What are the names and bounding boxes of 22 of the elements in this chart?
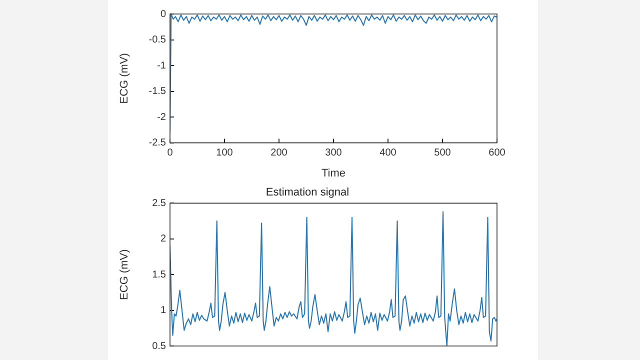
x-tick-label: 500	[434, 148, 452, 159]
y-tick-label: -2	[157, 112, 166, 123]
chart-title: Estimation signal	[266, 186, 350, 199]
x-tick-label: 400	[380, 148, 397, 159]
y-tick-label: 2.5	[152, 198, 166, 209]
x-tick-label: 600	[488, 148, 506, 159]
y-axis-title: ECG (mV)	[118, 249, 131, 300]
y-tick-label: 0	[160, 8, 166, 20]
y-tick-label: -1.5	[148, 86, 166, 98]
y-tick-label: 1.5	[152, 269, 166, 280]
x-tick-label: 300	[325, 148, 342, 159]
y-tick-label: -1	[157, 60, 166, 72]
x-tick-label: 200	[270, 148, 288, 159]
y-tick-label: 2	[160, 234, 166, 245]
y-tick-label: 1	[160, 305, 166, 316]
x-tick-label: 0	[167, 148, 174, 159]
y-tick-label: -0.5	[148, 34, 166, 46]
x-tick-label: 100	[216, 148, 234, 159]
y-tick-label: -2.5	[148, 138, 166, 149]
y-tick-label: 0.5	[152, 340, 166, 352]
x-axis-title: Time	[321, 167, 346, 180]
y-axis-title: ECG (mV)	[118, 53, 131, 104]
